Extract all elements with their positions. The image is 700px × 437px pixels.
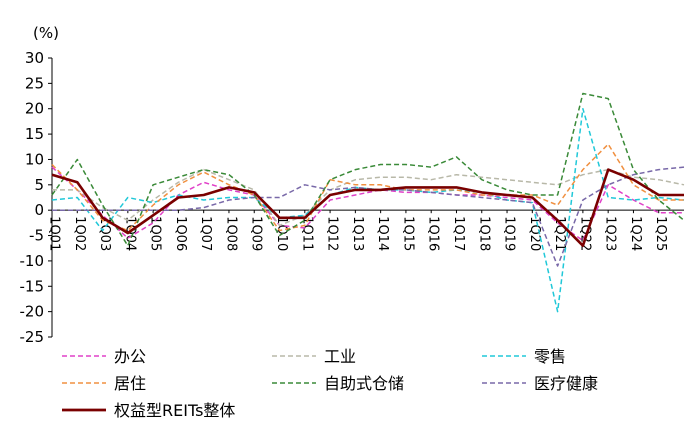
y-tick-label: -5 <box>29 227 44 245</box>
series-layer <box>51 92 685 313</box>
x-tick-label: 1Q03 <box>97 216 112 251</box>
y-tick-label: 0 <box>34 201 44 219</box>
series-line-1 <box>52 168 685 227</box>
y-tick-label: 10 <box>25 150 44 168</box>
x-tick-label: 1Q19 <box>502 216 517 251</box>
x-tick-label: 1Q16 <box>426 216 441 251</box>
series-line-4 <box>51 92 685 247</box>
x-tick-label: 1Q09 <box>249 216 264 251</box>
legend-label-0: 办公 <box>114 347 146 366</box>
x-axis: 1Q01 1Q02 1Q03 1Q04 1Q05 1Q06 1Q07 1Q08 1Q09 1Q10… <box>47 209 684 251</box>
y-tick-label: -15 <box>20 277 45 295</box>
series-line-0 <box>51 166 684 242</box>
y-tick-label: 25 <box>25 74 44 92</box>
y-tick-label: 5 <box>34 176 44 194</box>
y-axis: 30 25 20 15 10 5 0 -5 -10 -15 -20 -25 <box>20 49 53 346</box>
x-tick-label: 1Q25 <box>653 216 668 251</box>
y-axis-unit-label: (%) <box>33 24 59 42</box>
y-tick-label: -20 <box>20 303 45 321</box>
y-tick-label: -10 <box>20 252 45 270</box>
x-tick-label: 1Q24 <box>628 216 643 251</box>
legend-label-2: 零售 <box>534 347 566 366</box>
x-tick-label: 1Q06 <box>173 216 188 251</box>
y-tick-label: 20 <box>25 100 44 118</box>
x-tick-label: 1Q12 <box>325 216 340 251</box>
legend-label-6: 权益型REITs整体 <box>114 401 235 420</box>
x-tick-label: 1Q23 <box>603 216 618 251</box>
x-tick-label: 1Q07 <box>198 216 213 251</box>
x-tick-label: 1Q02 <box>72 216 87 251</box>
x-tick-label: 1Q18 <box>476 216 491 251</box>
series-line-6 <box>51 168 684 247</box>
x-tick-label: 1Q17 <box>451 216 466 251</box>
x-tick-label: 1Q15 <box>400 216 415 251</box>
x-tick-label: 1Q05 <box>148 216 163 251</box>
y-tick-label: 15 <box>25 125 44 143</box>
legend-label-1: 工业 <box>324 347 356 366</box>
x-tick-label: 1Q13 <box>350 216 365 251</box>
y-tick-label: -25 <box>20 328 45 346</box>
x-tick-label: 1Q08 <box>223 216 238 251</box>
x-tick-label: 1Q01 <box>47 216 62 251</box>
x-tick-label: 1Q14 <box>375 216 390 251</box>
x-tick-label: 1Q11 <box>299 216 314 251</box>
series-line-3 <box>51 143 684 232</box>
legend-label-5: 医疗健康 <box>534 374 598 393</box>
y-tick-label: 30 <box>25 49 44 67</box>
legend-label-4: 自助式仓储 <box>324 374 404 393</box>
legend-label-3: 居住 <box>114 374 146 393</box>
